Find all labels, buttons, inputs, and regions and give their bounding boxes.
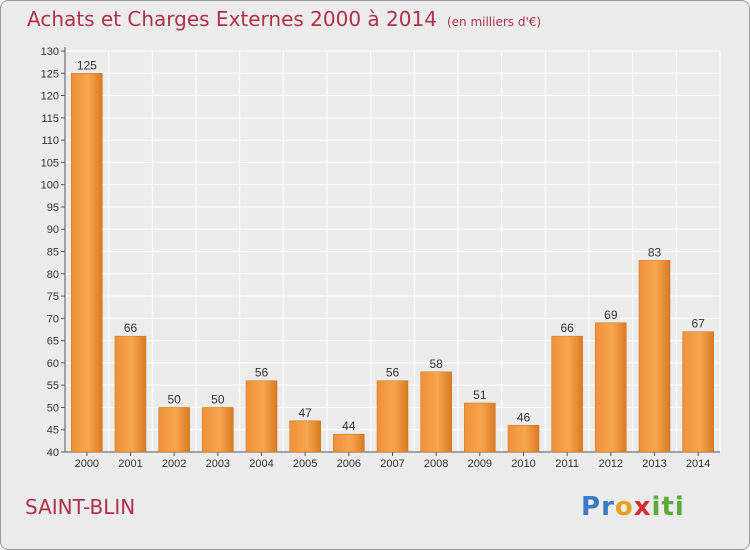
x-tick-label: 2001 [118,458,142,470]
chart-title: Achats et Charges Externes 2000 à 2014 (e… [27,7,541,31]
data-label: 58 [429,357,443,371]
y-tick-label: 75 [47,291,59,303]
logo-letter: r [601,492,615,522]
x-tick-label: 2013 [642,458,666,470]
bar [333,433,365,453]
x-tick-label: 2005 [293,458,317,470]
data-labels: 125 66 50 50 56 47 44 56 58 51 46 66 69 83 67 [77,58,705,433]
x-tick-label: 2007 [380,458,404,470]
data-label: 44 [342,419,356,433]
x-tick-label: 2002 [162,458,186,470]
bar [158,407,190,453]
bar [464,402,496,453]
bar [507,425,540,453]
x-tick-label: 2000 [75,458,99,470]
data-label: 56 [255,366,269,380]
y-tick-label: 45 [47,425,59,437]
y-tick-label: 50 [47,402,59,414]
data-label: 66 [124,321,138,335]
bar [245,380,278,453]
data-label: 51 [473,388,487,402]
y-tick-label: 80 [47,269,59,281]
x-tick-label: 2009 [468,458,492,470]
title-text: Achats et Charges Externes 2000 à 2014 [27,7,437,31]
data-label: 67 [691,317,705,331]
bar [114,335,147,453]
x-tick-labels: 2000 2001 2002 2003 2004 2005 2006 2007 2008 2009… [75,458,711,470]
y-tick-label: 105 [41,157,59,169]
y-tick-label: 65 [47,336,59,348]
data-label: 66 [560,321,574,335]
bar [595,322,627,453]
data-label: 56 [386,366,400,380]
y-tick-label: 120 [41,91,59,103]
y-tick-label: 70 [47,313,59,325]
logo-letter: x [633,492,652,522]
y-tick-label: 40 [47,447,59,459]
logo-letter: t [661,492,675,522]
data-label: 46 [517,410,531,424]
logo-letter: i [651,492,662,522]
y-tick-label: 130 [41,46,59,58]
y-tick-label: 100 [41,180,59,192]
logo-letter: P [581,492,602,522]
bar [551,335,583,453]
data-label: 69 [604,308,618,322]
data-label: 50 [211,392,225,406]
x-tick-label: 2011 [555,458,579,470]
y-tick-label: 115 [41,113,59,125]
bars [71,73,714,453]
x-tick-label: 2006 [337,458,361,470]
y-tick-label: 85 [47,247,59,259]
y-tick-label: 55 [47,380,59,392]
y-tick-label: 125 [41,68,59,80]
y-tick-label: 95 [47,202,59,214]
x-tick-label: 2004 [249,458,273,470]
y-tick-label: 110 [41,135,59,147]
x-tick-label: 2010 [511,458,535,470]
bar [71,73,103,453]
proxiti-logo: Proxiti [581,492,685,522]
logo-letter: i [674,492,685,522]
bar [202,407,234,453]
data-label: 47 [298,406,312,420]
data-label: 50 [167,392,181,406]
commune-name: SAINT-BLIN [25,495,136,519]
bar [376,380,409,453]
logo-letter: o [614,492,634,522]
x-tick-label: 2014 [686,458,710,470]
bar [638,260,671,453]
chart-subtitle: (en milliers d'€) [446,15,542,29]
x-tick-label: 2003 [206,458,230,470]
y-tick-label: 90 [47,224,59,236]
y-tick-label: 60 [47,358,59,370]
data-label: 125 [77,58,97,72]
data-label: 83 [648,245,662,259]
x-tick-label: 2012 [599,458,623,470]
bar [420,371,452,453]
bar [289,420,321,453]
y-tick-labels: 40 45 50 55 60 65 70 75 80 85 90 95 100 105 110 115 120 1… [41,46,59,459]
x-tick-label: 2008 [424,458,448,470]
bar [682,331,714,453]
